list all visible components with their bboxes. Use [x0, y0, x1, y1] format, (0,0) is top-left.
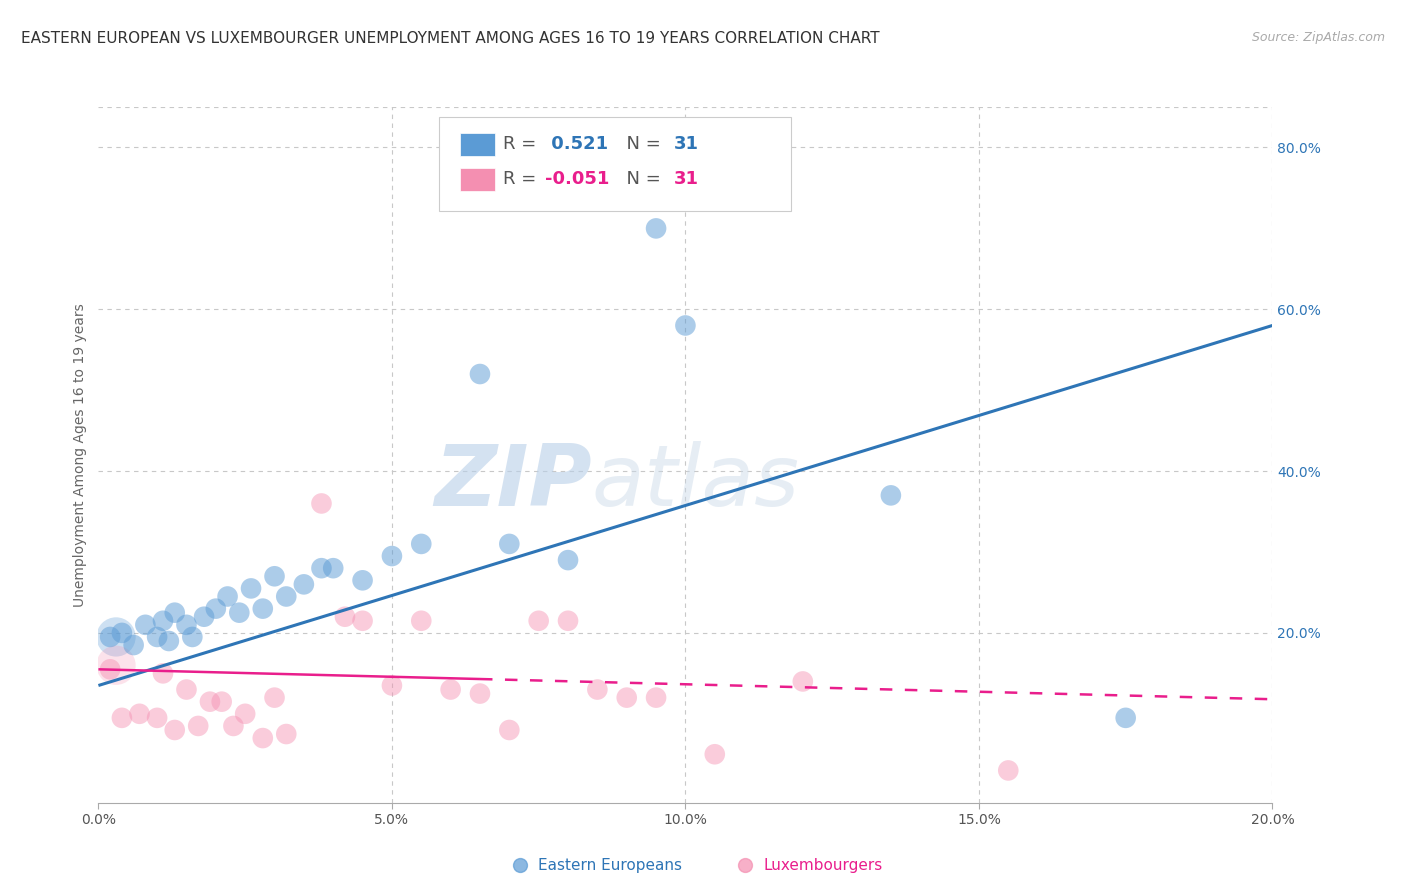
Point — [880, 488, 903, 502]
Point — [263, 569, 285, 583]
Text: 0.521: 0.521 — [544, 135, 607, 153]
Point — [198, 695, 221, 709]
FancyBboxPatch shape — [439, 118, 792, 211]
Point — [381, 549, 404, 563]
Point — [498, 537, 520, 551]
Point — [675, 318, 697, 333]
Point — [411, 614, 433, 628]
Point — [276, 590, 298, 604]
Text: ZIP: ZIP — [434, 442, 592, 524]
Text: EASTERN EUROPEAN VS LUXEMBOURGER UNEMPLOYMENT AMONG AGES 16 TO 19 YEARS CORRELAT: EASTERN EUROPEAN VS LUXEMBOURGER UNEMPLO… — [21, 31, 880, 46]
Point — [163, 723, 186, 737]
Text: R =: R = — [503, 135, 543, 153]
Point — [1115, 711, 1137, 725]
Point — [527, 614, 550, 628]
Point — [217, 590, 239, 604]
Point — [211, 695, 233, 709]
Point — [105, 658, 128, 673]
Text: N =: N = — [614, 169, 666, 187]
Point — [557, 614, 579, 628]
Point — [222, 719, 245, 733]
Point — [163, 606, 186, 620]
Point — [645, 221, 668, 235]
Point — [322, 561, 344, 575]
Point — [411, 537, 433, 551]
Point — [157, 634, 180, 648]
Point — [134, 617, 156, 632]
FancyBboxPatch shape — [460, 134, 495, 156]
Point — [352, 574, 374, 588]
Point — [468, 687, 491, 701]
Text: R =: R = — [503, 169, 543, 187]
Point — [205, 601, 228, 615]
Point — [311, 561, 333, 575]
Point — [792, 674, 814, 689]
Point — [468, 367, 491, 381]
Point — [498, 723, 520, 737]
Point — [176, 617, 198, 632]
Text: atlas: atlas — [592, 442, 800, 524]
Point — [439, 682, 461, 697]
Point — [193, 609, 215, 624]
Point — [152, 666, 174, 681]
Text: 31: 31 — [673, 169, 699, 187]
Point — [703, 747, 725, 762]
Point — [176, 682, 198, 697]
Point — [616, 690, 638, 705]
Point — [311, 496, 333, 510]
Text: -0.051: -0.051 — [544, 169, 609, 187]
Point — [263, 690, 285, 705]
Text: Source: ZipAtlas.com: Source: ZipAtlas.com — [1251, 31, 1385, 45]
Point — [152, 614, 174, 628]
Point — [997, 764, 1019, 778]
Point — [146, 711, 169, 725]
Point — [98, 662, 121, 676]
Point — [111, 711, 134, 725]
Point — [111, 626, 134, 640]
Point — [276, 727, 298, 741]
Point — [252, 731, 274, 745]
Point — [128, 706, 150, 721]
Point — [122, 638, 145, 652]
Text: Luxembourgers: Luxembourgers — [763, 858, 883, 872]
Point — [240, 582, 263, 596]
Point — [352, 614, 374, 628]
Point — [557, 553, 579, 567]
Text: Eastern Europeans: Eastern Europeans — [538, 858, 682, 872]
Point — [98, 630, 121, 644]
Point — [292, 577, 315, 591]
Point — [228, 606, 250, 620]
Point — [333, 609, 356, 624]
Point — [233, 706, 256, 721]
Point — [645, 690, 668, 705]
Point — [586, 682, 609, 697]
Point — [105, 630, 128, 644]
Y-axis label: Unemployment Among Ages 16 to 19 years: Unemployment Among Ages 16 to 19 years — [73, 303, 87, 607]
Text: N =: N = — [614, 135, 666, 153]
Point — [181, 630, 204, 644]
Point — [381, 678, 404, 692]
Point — [187, 719, 209, 733]
Point — [146, 630, 169, 644]
FancyBboxPatch shape — [460, 169, 495, 191]
Text: 31: 31 — [673, 135, 699, 153]
Point — [252, 601, 274, 615]
